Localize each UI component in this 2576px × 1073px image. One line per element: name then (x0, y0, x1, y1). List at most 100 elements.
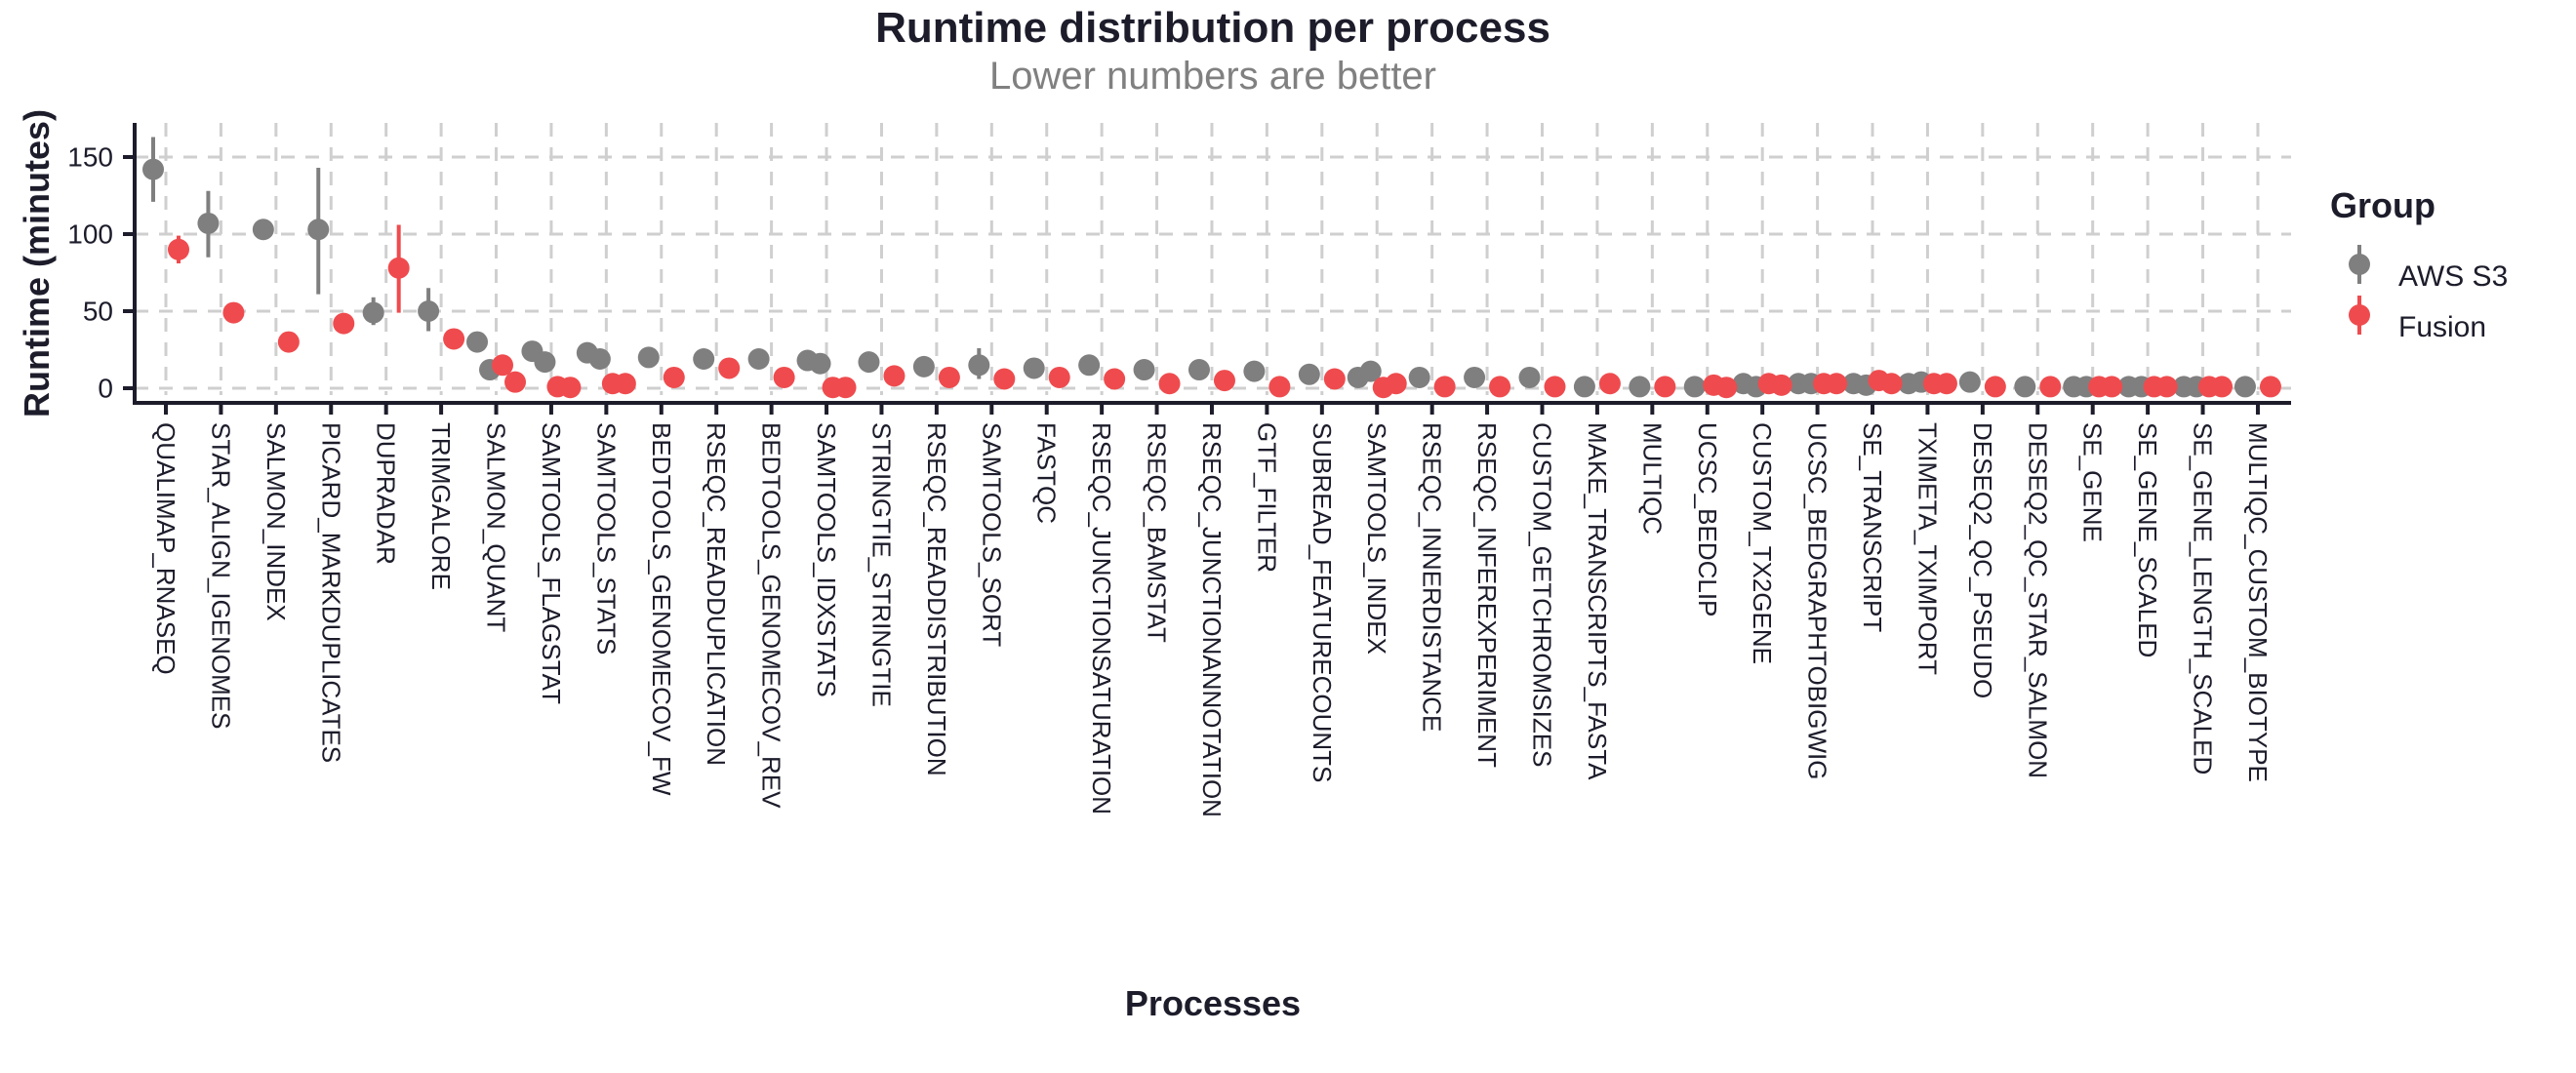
category-label: SAMTOOLS_SORT (977, 422, 1006, 647)
data-point (1048, 366, 1070, 388)
category-label: TXIMETA_TXIMPORT (1912, 422, 1942, 675)
data-point (168, 238, 189, 260)
category-label: DESEQ2_QC_PSEUDO (1968, 422, 1997, 698)
data-point (1133, 359, 1155, 381)
category-label: RSEQC_READDUPLICATION (702, 422, 731, 766)
category-label: RSEQC_READDISTRIBUTION (922, 422, 951, 776)
data-point (693, 347, 715, 370)
legend-title: Group (2330, 185, 2435, 225)
legend-pointrange-icon (2349, 304, 2370, 326)
legend-pointrange-icon (2349, 254, 2370, 275)
data-point (1826, 373, 1848, 395)
data-point (307, 219, 330, 241)
data-point (614, 373, 636, 395)
data-point (1268, 376, 1291, 398)
data-point (1654, 376, 1676, 398)
category-label: RSEQC_JUNCTIONANNOTATION (1197, 422, 1227, 817)
category-label: RSEQC_INFEREXPERIMENT (1472, 422, 1502, 768)
category-label: GTF_FILTER (1252, 422, 1281, 573)
category-label: MULTIQC (1637, 422, 1667, 535)
y-tick-label: 0 (98, 374, 113, 404)
data-point (1770, 374, 1792, 396)
category-label: SE_TRANSCRIPT (1858, 422, 1887, 632)
category-label: QUALIMAP_RNASEQ (151, 422, 181, 675)
data-point (858, 351, 880, 374)
category-label: SE_GENE_LENGTH_SCALED (2189, 422, 2218, 775)
category-label: CUSTOM_GETCHROMSIZES (1528, 422, 1557, 767)
chart-subtitle: Lower numbers are better (988, 55, 1436, 98)
data-point (142, 158, 164, 180)
data-point (588, 347, 611, 370)
legend-label: AWS S3 (2398, 260, 2509, 293)
data-point (466, 331, 489, 353)
legend-label: Fusion (2398, 311, 2487, 343)
data-point (809, 352, 831, 375)
data-point (1023, 357, 1045, 379)
data-point (1984, 376, 2006, 398)
data-point (1518, 366, 1541, 388)
category-label: DUPRADAR (372, 422, 401, 565)
y-tick-label: 150 (67, 142, 113, 173)
data-point (1187, 359, 1210, 381)
data-point (2234, 376, 2256, 398)
y-tick-label: 50 (83, 297, 113, 327)
data-point (504, 371, 527, 393)
legend: Group AWS S3 Fusion (2330, 185, 2574, 353)
data-point (559, 377, 582, 399)
category-label: MAKE_TRANSCRIPTS_FASTA (1583, 422, 1612, 780)
data-point (637, 346, 660, 369)
category-label: SUBREAD_FEATURECOUNTS (1308, 422, 1337, 782)
data-point (252, 219, 274, 241)
data-point (1298, 363, 1320, 385)
category-label: SAMTOOLS_IDXSTATS (812, 422, 841, 697)
category-label: MULTIQC_CUSTOM_BIOTYPE (2243, 422, 2273, 782)
data-point (1935, 373, 1957, 395)
data-point (1598, 373, 1621, 395)
data-point (1323, 368, 1346, 390)
category-label: FASTQC (1032, 422, 1062, 524)
data-point (938, 366, 960, 388)
data-point (1880, 373, 1903, 395)
category-label: SAMTOOLS_STATS (591, 422, 621, 655)
data-point (912, 355, 935, 378)
data-point (773, 366, 795, 388)
data-point (1385, 373, 1407, 395)
data-point (1573, 376, 1595, 398)
chart-title: Runtime distribution per process (875, 4, 1550, 52)
category-label: PICARD_MARKDUPLICATES (316, 422, 345, 763)
category-label: SAMTOOLS_INDEX (1362, 422, 1391, 655)
data-point (1408, 366, 1430, 388)
category-label: RSEQC_INNERDISTANCE (1418, 422, 1447, 732)
data-point (883, 365, 906, 387)
data-point (1683, 376, 1706, 398)
data-point (1464, 366, 1486, 388)
data-point (834, 377, 857, 399)
data-point (222, 301, 245, 324)
data-point (387, 257, 410, 279)
category-label: STAR_ALIGN_IGENOMES (206, 422, 235, 730)
data-point (2259, 376, 2281, 398)
data-point (443, 328, 465, 350)
data-point (718, 357, 741, 379)
data-point (968, 354, 990, 377)
data-point (1243, 360, 1266, 382)
data-point (277, 331, 300, 353)
category-label: BEDTOOLS_GENOMECOV_REV (757, 422, 786, 809)
y-tick-label: 100 (67, 219, 113, 250)
data-point (492, 354, 514, 377)
data-point (747, 347, 770, 370)
data-point (1359, 360, 1382, 382)
category-label: TRIMGALORE (426, 422, 456, 590)
category-label: DESEQ2_QC_STAR_SALMON (2023, 422, 2052, 778)
data-point (2211, 376, 2234, 398)
category-label: SALMON_QUANT (482, 422, 511, 632)
category-label: SE_GENE_SCALED (2133, 422, 2162, 657)
category-label: UCSC_BEDGRAPHTOBIGWIG (1803, 422, 1832, 779)
category-label: UCSC_BEDCLIP (1693, 422, 1722, 616)
data-point (1104, 368, 1126, 390)
legend-item-aws-s3: AWS S3 (2330, 252, 2574, 302)
data-point (197, 212, 220, 234)
category-label: RSEQC_BAMSTAT (1143, 422, 1172, 643)
